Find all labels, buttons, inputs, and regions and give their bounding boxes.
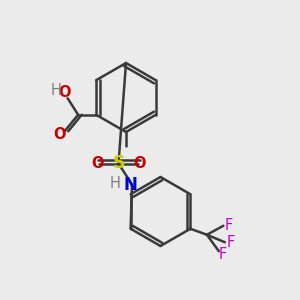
Text: H: H xyxy=(50,83,61,98)
Text: O: O xyxy=(91,156,104,171)
Text: F: F xyxy=(225,218,233,233)
Text: O: O xyxy=(58,85,71,100)
Text: O: O xyxy=(133,156,146,171)
Text: S: S xyxy=(112,154,125,172)
Text: F: F xyxy=(226,235,234,250)
Text: F: F xyxy=(218,247,226,262)
Text: O: O xyxy=(53,127,65,142)
Text: N: N xyxy=(124,176,137,194)
Text: H: H xyxy=(110,176,121,190)
